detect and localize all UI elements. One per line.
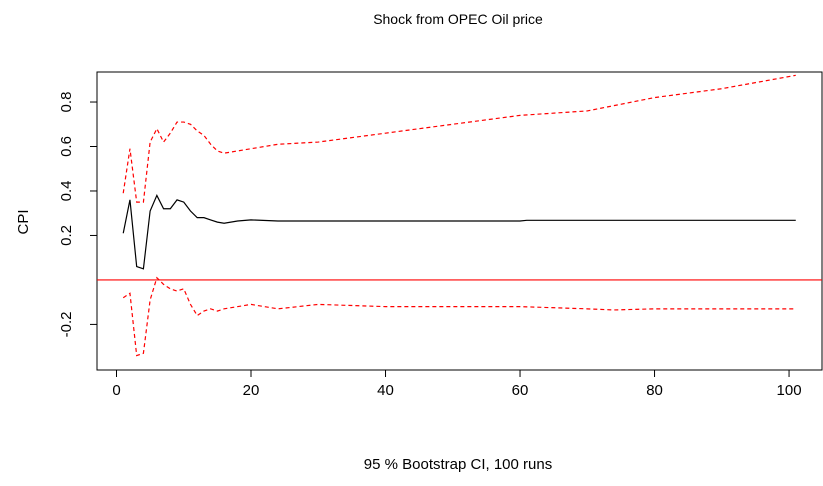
y-tick-label: 0.6 xyxy=(58,136,75,157)
series-response xyxy=(122,194,796,270)
series-upper-ci xyxy=(122,74,796,203)
series-layer xyxy=(97,74,822,357)
y-tick-label: 0.8 xyxy=(58,92,75,113)
series-lower-ci xyxy=(122,276,796,357)
y-tick-label: 0.4 xyxy=(58,181,75,202)
x-tick-label: 40 xyxy=(377,382,394,399)
x-tick-label: 0 xyxy=(112,382,120,399)
y-axis: -0.2 0.2 0.4 0.6 0.8 xyxy=(58,92,97,337)
x-tick-label: 60 xyxy=(512,382,529,399)
y-axis-label: CPI xyxy=(15,209,32,234)
x-tick-label: 20 xyxy=(243,382,260,399)
y-tick-label: -0.2 xyxy=(58,311,75,337)
y-tick-label: 0.2 xyxy=(58,225,75,246)
x-tick-label: 80 xyxy=(646,382,663,399)
x-tick-label: 100 xyxy=(777,382,802,399)
chart-title: Shock from OPEC Oil price xyxy=(373,11,543,27)
x-axis: 0 20 40 60 80 100 xyxy=(112,370,802,399)
plot-frame xyxy=(96,71,823,371)
x-axis-label: 95 % Bootstrap CI, 100 runs xyxy=(364,456,552,473)
